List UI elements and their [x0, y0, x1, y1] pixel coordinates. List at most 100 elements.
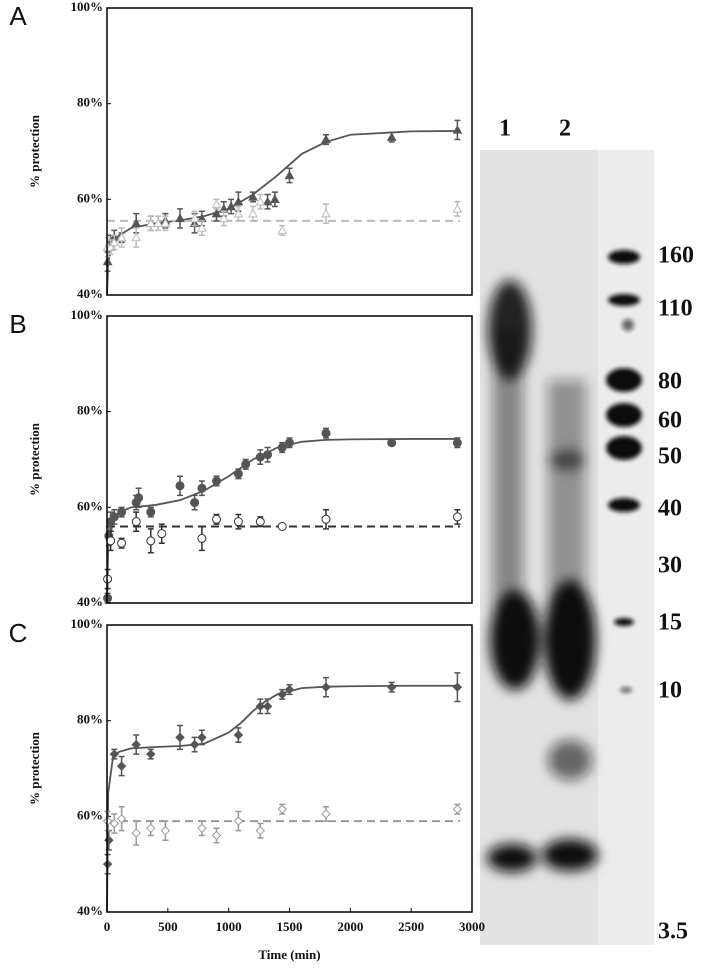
data-point [160, 218, 171, 227]
data-point [105, 242, 116, 251]
marker-label: 40 [658, 496, 682, 522]
x-tick-label: 2500 [398, 919, 424, 934]
plot-frame [106, 315, 473, 604]
marker-label: 60 [658, 408, 682, 434]
x-tick-label: 1000 [216, 919, 242, 934]
data-point [284, 684, 295, 695]
x-tick-label: 500 [158, 919, 178, 934]
data-point [386, 682, 397, 692]
data-point [452, 682, 463, 692]
data-point [190, 498, 200, 508]
y-tick-label: 100% [71, 0, 104, 14]
y-tick-label: 60% [77, 807, 103, 822]
data-point [146, 823, 156, 833]
y-axis-label: % protection [27, 422, 42, 496]
data-point [270, 194, 280, 204]
data-point [131, 232, 142, 242]
x-tick-label: 2000 [337, 919, 363, 934]
data-point [452, 804, 463, 814]
y-axis-label: % protection [27, 114, 42, 188]
data-point [117, 538, 127, 548]
marker-label: 160 [658, 243, 694, 269]
data-point [255, 517, 265, 527]
data-point [255, 825, 266, 836]
data-point [109, 818, 120, 829]
data-point [321, 428, 331, 438]
data-point [277, 689, 287, 700]
data-point [321, 514, 331, 524]
data-point [211, 830, 222, 841]
data-point [233, 517, 243, 527]
lane-label: 2 [559, 116, 571, 142]
data-point [189, 213, 200, 223]
data-point [233, 469, 243, 479]
data-point [211, 476, 222, 486]
data-point [189, 739, 200, 750]
data-point [218, 213, 229, 223]
data-point [131, 517, 141, 527]
data-point [452, 124, 463, 134]
data-point [452, 438, 462, 448]
data-point [452, 203, 463, 213]
x-tick-label: 3000 [459, 919, 485, 934]
data-point [321, 134, 331, 144]
data-point [277, 521, 287, 531]
data-point [153, 218, 163, 227]
data-point [175, 481, 185, 491]
marker-label: 50 [658, 444, 682, 470]
data-point [109, 749, 120, 759]
data-point [277, 443, 287, 453]
y-tick-label: 80% [77, 403, 103, 418]
y-tick-label: 80% [77, 95, 103, 110]
data-point [255, 452, 265, 462]
data-point [175, 213, 185, 223]
data-point [117, 507, 127, 517]
data-point [197, 483, 207, 493]
marker-label: 3.5 [658, 919, 688, 945]
data-point [116, 761, 127, 771]
data-point [197, 823, 207, 833]
fit-line [106, 438, 460, 604]
data-point [106, 536, 116, 546]
data-point [116, 814, 127, 824]
marker-label: 15 [658, 610, 682, 636]
y-tick-label: 40% [77, 594, 103, 609]
data-point [284, 170, 295, 180]
data-point [255, 701, 266, 712]
data-point [104, 835, 114, 845]
data-point [131, 218, 142, 227]
marker-label: 30 [658, 553, 682, 579]
data-point [157, 529, 167, 539]
y-tick-label: 100% [71, 307, 104, 322]
marker-label: 80 [658, 369, 682, 395]
panel-label: A [9, 1, 27, 31]
lane-label: 1 [499, 116, 511, 142]
data-point [233, 196, 244, 206]
data-point [146, 507, 156, 517]
panel-label: B [9, 309, 26, 339]
data-point [248, 208, 258, 218]
data-point [211, 208, 222, 218]
marker-label: 10 [658, 678, 682, 704]
plot-frame [106, 624, 473, 913]
x-tick-label: 1500 [277, 919, 303, 934]
data-point [131, 739, 141, 750]
data-point [160, 825, 171, 836]
y-tick-label: 40% [77, 286, 103, 301]
plot-frame [106, 7, 473, 296]
data-point [233, 816, 244, 826]
data-point [255, 196, 266, 206]
marker-label: 110 [658, 296, 693, 322]
fit-line [106, 684, 460, 913]
data-point [262, 196, 273, 206]
data-point [233, 208, 244, 218]
data-point [452, 512, 462, 522]
data-point [386, 132, 397, 141]
data-point [134, 493, 144, 503]
data-point [262, 701, 273, 712]
data-point [321, 682, 331, 692]
panel-label: C [9, 618, 28, 648]
data-point [233, 730, 244, 740]
data-point [109, 237, 120, 247]
